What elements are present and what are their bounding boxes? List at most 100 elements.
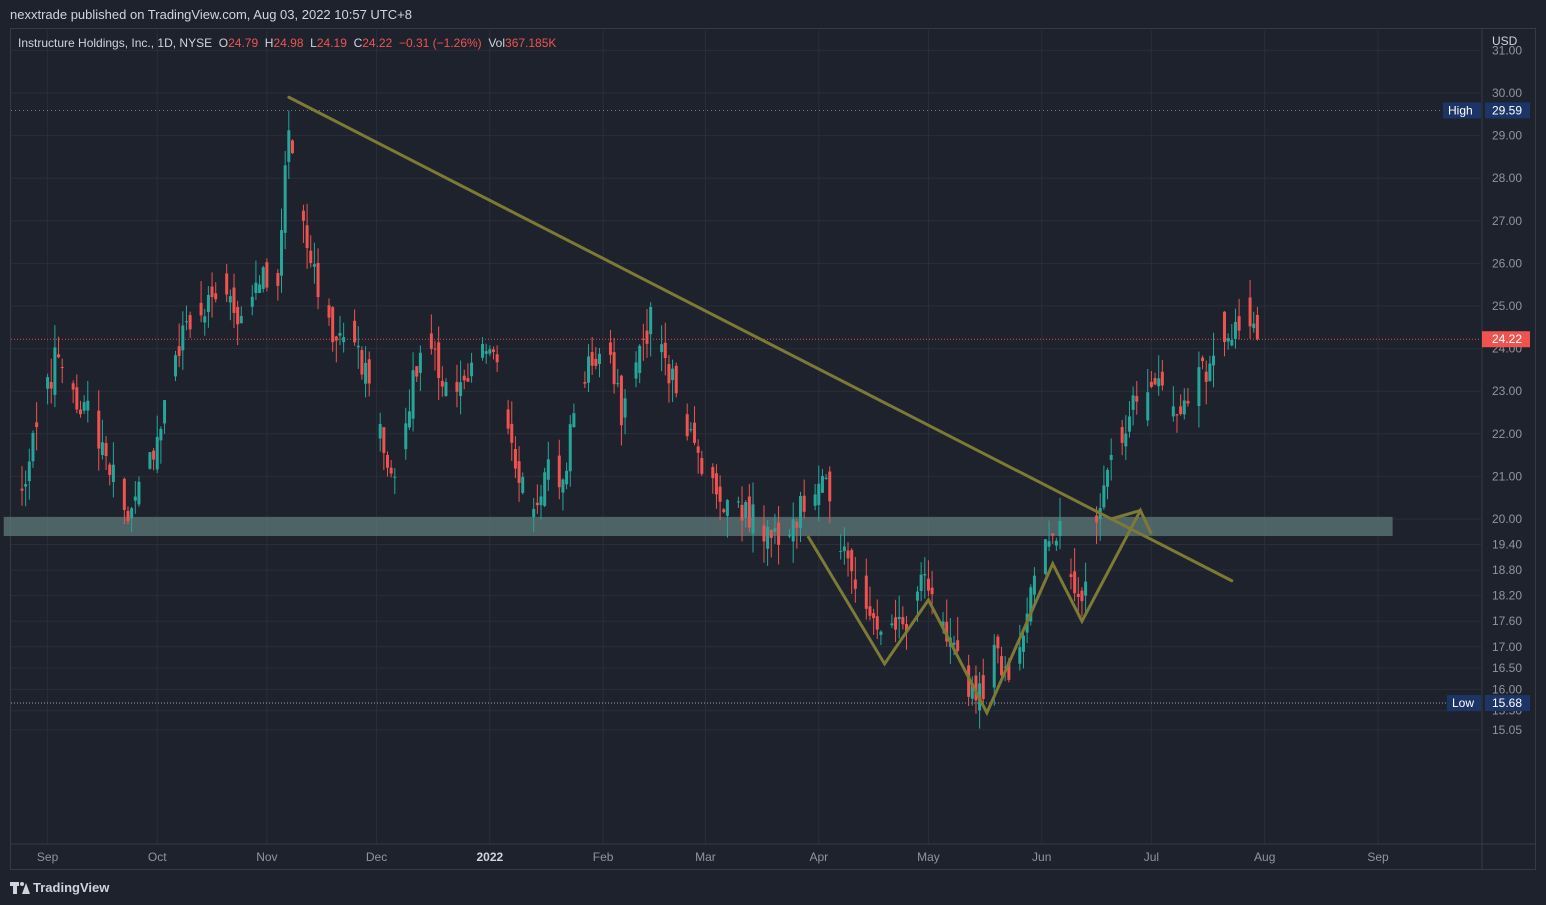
candle-body[interactable] [1153,378,1157,385]
candle-body[interactable] [27,461,31,482]
candle-body[interactable] [817,483,821,506]
candle-body[interactable] [111,464,115,483]
candle-body[interactable] [791,519,795,542]
candle-body[interactable] [722,509,726,513]
candle-body[interactable] [1208,363,1212,381]
candle-body[interactable] [557,455,561,488]
candle-body[interactable] [945,621,949,642]
candle-body[interactable] [689,429,693,431]
candle-body[interactable] [177,346,181,356]
candle-body[interactable] [210,286,214,298]
candle-body[interactable] [301,210,305,221]
candle-body[interactable] [133,496,137,501]
candle-body[interactable] [378,424,382,439]
candle-body[interactable] [1109,454,1113,460]
candle-body[interactable] [711,467,715,479]
candle-body[interactable] [75,387,79,410]
candle-body[interactable] [1248,297,1252,327]
candle-body[interactable] [152,450,156,460]
candle-body[interactable] [356,345,360,348]
candle-body[interactable] [214,293,218,300]
candle-body[interactable] [820,476,824,493]
candle-body[interactable] [418,352,422,373]
candle-body[interactable] [433,348,437,350]
candle-body[interactable] [364,362,368,384]
candle-body[interactable] [799,495,803,528]
candle-body[interactable] [470,362,474,377]
candle-body[interactable] [338,332,342,336]
candle-body[interactable] [572,413,576,428]
candle-body[interactable] [795,521,799,528]
candle-body[interactable] [879,631,883,635]
candle-body[interactable] [491,349,495,352]
candle-body[interactable] [1095,515,1099,523]
candle-body[interactable] [280,230,284,276]
candle-body[interactable] [415,366,419,377]
candle-body[interactable] [875,616,879,630]
candle-body[interactable] [744,502,748,518]
candle-body[interactable] [100,442,104,456]
candle-body[interactable] [700,458,704,474]
candle-body[interactable] [122,478,126,510]
candle-body[interactable] [915,591,919,601]
candle-body[interactable] [996,636,1000,649]
candle-body[interactable] [1201,357,1205,362]
candle-body[interactable] [649,306,653,335]
candle-body[interactable] [331,307,335,343]
candle-body[interactable] [265,262,269,288]
candle-body[interactable] [1160,371,1164,386]
candle-body[interactable] [1007,661,1011,680]
candle-body[interactable] [674,365,678,394]
candle-body[interactable] [634,362,638,379]
tradingview-brand[interactable]: TradingView [10,880,109,895]
candle-body[interactable] [992,644,996,688]
candle-body[interactable] [31,432,35,462]
candle-body[interactable] [1080,590,1084,602]
candle-body[interactable] [1252,323,1256,329]
candle-body[interactable] [868,606,872,616]
candle-body[interactable] [641,338,645,340]
candle-body[interactable] [663,342,667,359]
candle-body[interactable] [970,683,974,699]
candle-body[interactable] [923,574,927,576]
candle-body[interactable] [1047,541,1051,547]
candle-body[interactable] [108,464,112,476]
pattern-arrow-head[interactable] [1110,509,1141,521]
candle-body[interactable] [155,436,159,470]
candle-body[interactable] [1226,338,1230,342]
candle-body[interactable] [24,484,28,487]
candle-body[interactable] [481,344,485,358]
candle-body[interactable] [1029,587,1033,622]
candle-body[interactable] [1051,533,1055,536]
candle-body[interactable] [532,508,536,518]
candle-body[interactable] [1237,316,1241,331]
candle-body[interactable] [974,675,978,701]
candle-body[interactable] [714,473,718,495]
candle-body[interactable] [393,476,397,478]
candle-body[interactable] [1069,574,1073,577]
candle-body[interactable] [20,488,24,491]
candle-body[interactable] [35,422,39,427]
candle-body[interactable] [660,344,664,353]
candle-body[interactable] [232,287,236,313]
candle-body[interactable] [367,359,371,384]
candle-body[interactable] [404,423,408,450]
candle-body[interactable] [521,476,525,493]
candle-body[interactable] [1003,666,1007,668]
candle-body[interactable] [777,522,781,545]
candle-body[interactable] [1186,400,1190,404]
candle-body[interactable] [174,355,178,377]
candle-body[interactable] [385,454,389,468]
candle-body[interactable] [718,486,722,502]
candle-body[interactable] [1120,427,1124,443]
candle-body[interactable] [287,130,291,162]
candle-body[interactable] [751,504,755,534]
candle-body[interactable] [930,587,934,595]
candle-body[interactable] [671,368,675,381]
candle-body[interactable] [49,381,53,389]
candle-body[interactable] [894,617,898,630]
candle-body[interactable] [1233,322,1237,340]
candle-body[interactable] [747,496,751,528]
candle-body[interactable] [360,350,364,375]
